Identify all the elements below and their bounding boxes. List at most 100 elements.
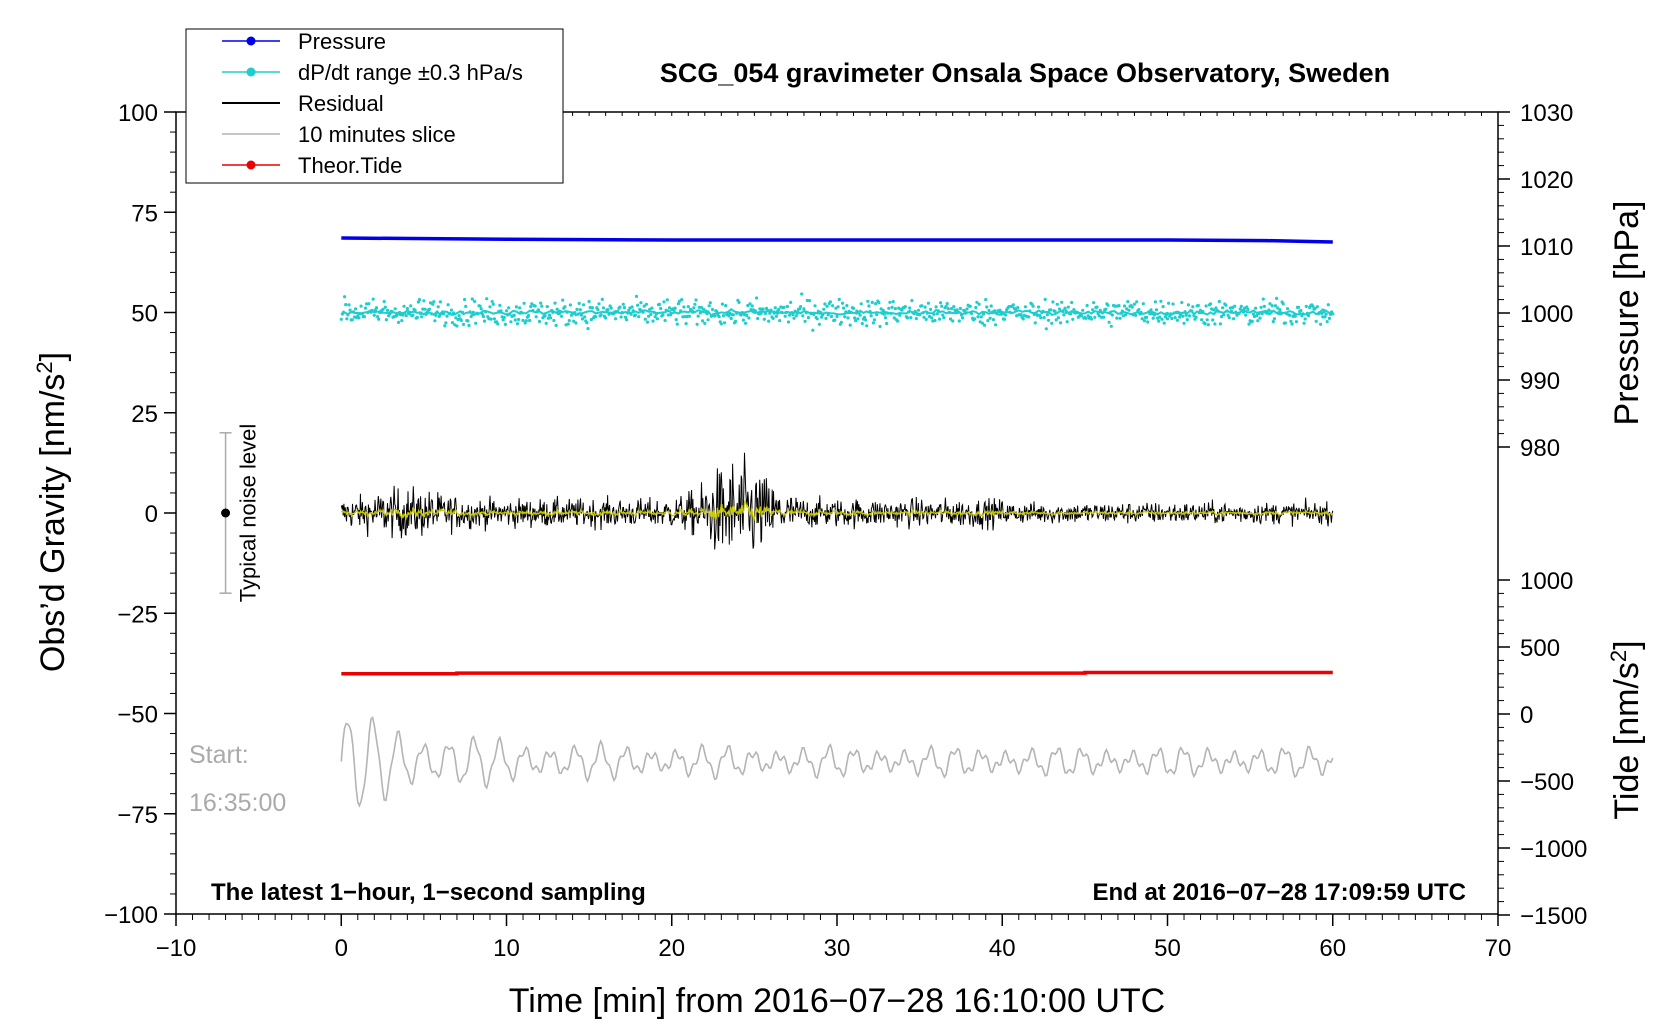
dpdt-point	[829, 314, 834, 319]
dpdt-point	[835, 314, 839, 319]
legend-label: Theor.Tide	[298, 153, 402, 178]
dpdt-point	[572, 319, 576, 323]
tide-axis: −1500 −1000 −500 0 500 1000	[1498, 568, 1587, 930]
dpdt-point	[526, 314, 531, 318]
dpdt-point	[1057, 307, 1062, 311]
dpdt-point	[846, 316, 850, 320]
dpdt-point	[935, 312, 939, 316]
dpdt-point	[363, 306, 368, 310]
dpdt-point	[701, 319, 705, 323]
dpdt-point	[859, 302, 863, 306]
dpdt-point	[1214, 306, 1218, 310]
dpdt-point	[609, 306, 613, 310]
dpdt-point	[745, 313, 749, 317]
dpdt-point	[376, 315, 380, 319]
dpdt-point	[1141, 302, 1145, 306]
dpdt-point	[893, 307, 898, 311]
dpdt-point	[377, 317, 381, 321]
dpdt-point	[871, 321, 876, 325]
dpdt-points	[339, 292, 1335, 332]
dpdt-point	[867, 304, 871, 308]
dpdt-point	[463, 297, 467, 302]
dpdt-point	[1153, 300, 1157, 304]
dpdt-point	[533, 304, 537, 308]
dpdt-point	[417, 298, 422, 302]
dpdt-point	[762, 317, 766, 321]
dpdt-point	[422, 299, 426, 303]
dpdt-point	[1050, 321, 1054, 325]
dpdt-point	[1062, 313, 1066, 317]
dpdt-point	[930, 316, 934, 320]
dpdt-point	[498, 303, 502, 307]
dpdt-point	[739, 313, 743, 317]
dpdt-point	[789, 300, 793, 304]
dpdt-point	[404, 314, 408, 318]
dpdt-point	[1271, 320, 1275, 324]
legend-box	[185, 28, 564, 184]
dpdt-point	[1098, 308, 1102, 312]
dpdt-point	[922, 315, 926, 319]
dpdt-point	[1323, 315, 1327, 319]
dpdt-point	[708, 301, 712, 305]
dpdt-point	[1208, 302, 1213, 306]
dpdt-point	[1219, 315, 1224, 319]
dpdt-point	[777, 308, 781, 312]
dpdt-point	[650, 306, 654, 310]
dpdt-point	[1326, 303, 1330, 307]
dpdt-point	[903, 305, 907, 309]
dpdt-point	[555, 307, 559, 311]
dpdt-point	[665, 298, 669, 302]
dpdt-point	[1250, 319, 1254, 323]
legend-marker	[246, 36, 256, 46]
dpdt-point	[481, 314, 485, 319]
dpdt-point	[383, 305, 387, 309]
y-tick-label: −25	[117, 601, 158, 628]
dpdt-point	[926, 301, 931, 305]
dpdt-point	[824, 316, 828, 320]
dpdt-point	[621, 302, 625, 306]
dpdt-point	[1072, 308, 1076, 312]
dpdt-point	[853, 316, 857, 320]
dpdt-point	[998, 308, 1002, 312]
dpdt-point	[848, 323, 852, 327]
dpdt-point	[1066, 305, 1070, 309]
dpdt-point	[975, 300, 979, 304]
dpdt-point	[384, 318, 388, 322]
dpdt-point	[783, 314, 787, 318]
dpdt-point	[1290, 322, 1294, 326]
x-axis-title: Time [min] from 2016−07−28 16:10:00 UTC	[509, 982, 1165, 1020]
dpdt-point	[482, 319, 487, 323]
dpdt-point	[977, 302, 981, 306]
x-tick-label: 20	[658, 935, 685, 962]
dpdt-point	[1165, 317, 1170, 321]
x-tick-label: 0	[335, 935, 348, 962]
bottom-right-note: End at 2016−07−28 17:09:59 UTC	[1092, 879, 1466, 906]
x-tick-label: 10	[493, 935, 520, 962]
dpdt-point	[1084, 316, 1088, 320]
dpdt-point	[878, 324, 882, 329]
dpdt-point	[988, 316, 992, 320]
dpdt-point	[445, 314, 449, 318]
dpdt-point	[976, 315, 980, 319]
dpdt-point	[1115, 316, 1119, 320]
dpdt-point	[951, 319, 955, 323]
dpdt-point	[1071, 317, 1075, 321]
pressure-tick-label: 980	[1520, 435, 1560, 462]
dpdt-point	[1117, 304, 1121, 308]
dpdt-point	[343, 295, 347, 299]
dpdt-point	[1013, 307, 1018, 311]
dpdt-point	[537, 319, 542, 324]
dpdt-point	[1170, 316, 1174, 321]
dpdt-point	[1157, 319, 1161, 323]
dpdt-point	[539, 301, 543, 305]
dpdt-point	[746, 303, 750, 308]
dpdt-point	[374, 306, 379, 310]
dpdt-point	[1085, 303, 1089, 308]
dpdt-point	[693, 302, 697, 306]
dpdt-point	[1033, 321, 1037, 325]
dpdt-point	[1288, 313, 1292, 317]
dpdt-point	[1158, 315, 1162, 319]
dpdt-point	[393, 307, 397, 311]
dpdt-point	[1161, 305, 1165, 309]
